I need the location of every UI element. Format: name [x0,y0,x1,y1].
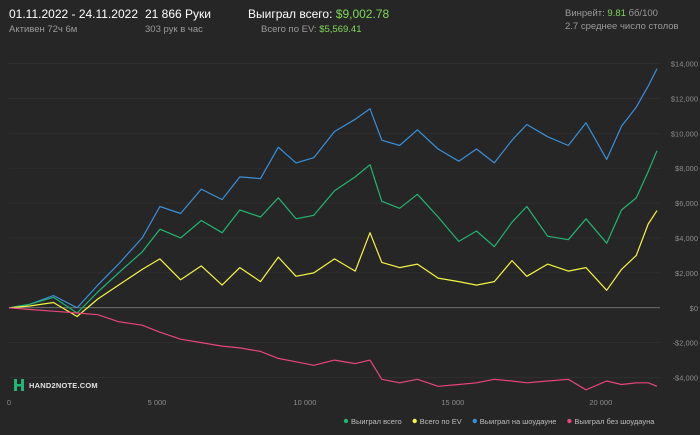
won-total: Выиграл всего: $9,002.78 [248,7,389,21]
avg-tables: 2.7 среднее число столов [565,21,679,32]
legend-label: Выиграл всего [351,417,402,426]
legend-label: Выиграл без шоудауна [574,417,655,426]
legend-marker [567,418,572,424]
winrate: Винрейт: 9.81 бб/100 [565,8,658,19]
x-tick-label: 15 000 [441,398,464,407]
legend-marker [412,418,417,424]
x-tick-label: 5 000 [148,398,167,407]
series-line [8,68,658,309]
grid [9,63,660,378]
logo-text: HAND2NOTE.COM [29,381,98,390]
series-line [8,307,658,391]
winrate-suffix: бб/100 [628,8,658,19]
y-tick-label: -$4,000 [673,374,698,383]
y-tick-label: $10,000 [671,129,698,138]
series-line [8,210,658,318]
legend-marker [472,418,477,424]
y-tick-label: $0 [690,304,698,313]
y-tick-label: $6,000 [675,199,698,208]
hands-per-hour: 303 рук в час [145,24,203,35]
legend-label: Выиграл на шоудауне [480,417,557,426]
x-tick-label: 10 000 [293,398,316,407]
y-tick-label: $4,000 [675,234,698,243]
y-tick-label: $2,000 [675,269,698,278]
ev-total: Всего по EV: $5,569.41 [261,24,361,35]
active-time: Активен 72ч 6м [9,24,78,35]
legend-marker [343,418,349,424]
winrate-label: Винрейт: [565,8,605,19]
legend: Выиграл всего Всего по EV Выиграл на шоуда… [343,417,655,426]
y-tick-label: $8,000 [675,164,698,173]
hands-count: 21 866 Руки [145,7,211,21]
chart: -$4,000 -$2,000 $0 $2,000 $4,000 $6,000 $8,000… [7,59,698,426]
winrate-value: 9.81 [607,8,626,19]
won-total-label: Выиграл всего: [248,7,333,21]
series-line [8,150,658,314]
y-tick-label: $14,000 [671,59,698,68]
series-lines [8,68,658,391]
y-tick-label: -$2,000 [673,339,698,348]
legend-label: Всего по EV [420,417,462,426]
tick-labels: -$4,000 -$2,000 $0 $2,000 $4,000 $6,000 $8,000… [7,59,698,407]
y-tick-label: $12,000 [671,94,698,103]
header: 01.11.2022 - 24.11.2022 Активен 72ч 6м 2… [0,0,700,40]
hand2note-logo: HAND2NOTE.COM [14,379,98,391]
x-tick-label: 20 000 [589,398,612,407]
won-total-value: $9,002.78 [335,7,390,21]
ev-total-value: $5,569.41 [319,24,362,35]
ev-total-label: Всего по EV: [261,24,317,35]
date-range: 01.11.2022 - 24.11.2022 [9,7,138,21]
x-tick-label: 0 [7,398,11,407]
